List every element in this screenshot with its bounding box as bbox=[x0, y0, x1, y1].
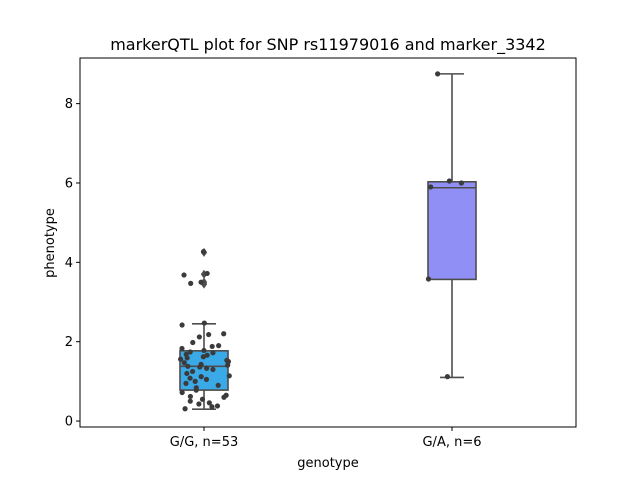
data-point bbox=[190, 339, 196, 346]
data-point bbox=[181, 272, 187, 278]
data-point bbox=[216, 343, 222, 349]
data-point bbox=[184, 355, 190, 361]
data-point bbox=[193, 387, 199, 393]
data-point bbox=[444, 374, 451, 380]
data-point bbox=[197, 364, 203, 370]
data-point bbox=[206, 400, 212, 406]
box bbox=[427, 180, 477, 281]
data-point bbox=[181, 360, 187, 366]
data-point bbox=[198, 279, 204, 285]
data-point bbox=[185, 363, 191, 369]
data-point bbox=[190, 368, 196, 375]
y-tick-label: 0 bbox=[65, 415, 73, 430]
x-tick-label: G/A, n=6 bbox=[422, 435, 481, 450]
data-point bbox=[201, 347, 207, 354]
data-point bbox=[182, 406, 188, 412]
data-point bbox=[226, 373, 232, 379]
data-point bbox=[184, 370, 190, 377]
data-point bbox=[214, 403, 221, 409]
data-point bbox=[209, 404, 215, 410]
data-point bbox=[210, 350, 216, 356]
outlier-marker bbox=[200, 277, 208, 287]
data-point bbox=[187, 349, 193, 355]
data-point bbox=[425, 276, 432, 282]
x-tick-label: G/G, n=53 bbox=[170, 435, 238, 450]
data-point bbox=[196, 334, 202, 340]
data-point bbox=[201, 320, 207, 326]
data-point bbox=[200, 249, 207, 255]
data-point bbox=[187, 398, 193, 404]
data-point bbox=[221, 331, 227, 337]
axes-frame bbox=[79, 57, 577, 428]
y-tick-label: 4 bbox=[65, 256, 73, 271]
data-point bbox=[210, 366, 216, 373]
data-point bbox=[209, 343, 215, 350]
data-point bbox=[203, 376, 210, 382]
data-point bbox=[428, 184, 434, 190]
data-point bbox=[446, 178, 453, 184]
y-axis-label: phenotype bbox=[43, 208, 58, 278]
data-point bbox=[199, 396, 206, 402]
data-point bbox=[200, 354, 206, 360]
data-point bbox=[196, 401, 202, 407]
chart-title: markerQTL plot for SNP rs11979016 and ma… bbox=[110, 35, 546, 55]
outlier-marker bbox=[200, 269, 208, 279]
plot-area: 0 2 4 6 8 G/G, n=53 G/A, n=6 bbox=[65, 71, 482, 450]
data-point bbox=[206, 331, 212, 338]
data-point bbox=[458, 180, 465, 186]
data-point bbox=[187, 393, 194, 400]
data-point bbox=[435, 71, 441, 77]
data-point bbox=[188, 280, 194, 286]
data-point bbox=[198, 374, 204, 380]
data-point bbox=[179, 389, 185, 396]
y-tick-label: 8 bbox=[65, 97, 73, 112]
data-point bbox=[183, 380, 189, 386]
y-tick-label: 6 bbox=[65, 176, 73, 191]
data-point bbox=[178, 356, 184, 362]
x-axis-label: genotype bbox=[297, 456, 358, 471]
data-point bbox=[192, 378, 198, 384]
data-point bbox=[187, 375, 193, 381]
data-point bbox=[225, 362, 231, 368]
data-point bbox=[215, 382, 221, 388]
data-point bbox=[221, 394, 227, 400]
data-point bbox=[204, 365, 210, 371]
data-point bbox=[179, 345, 185, 352]
y-tick-label: 2 bbox=[65, 335, 73, 350]
data-point bbox=[179, 322, 185, 328]
data-point bbox=[204, 270, 210, 277]
